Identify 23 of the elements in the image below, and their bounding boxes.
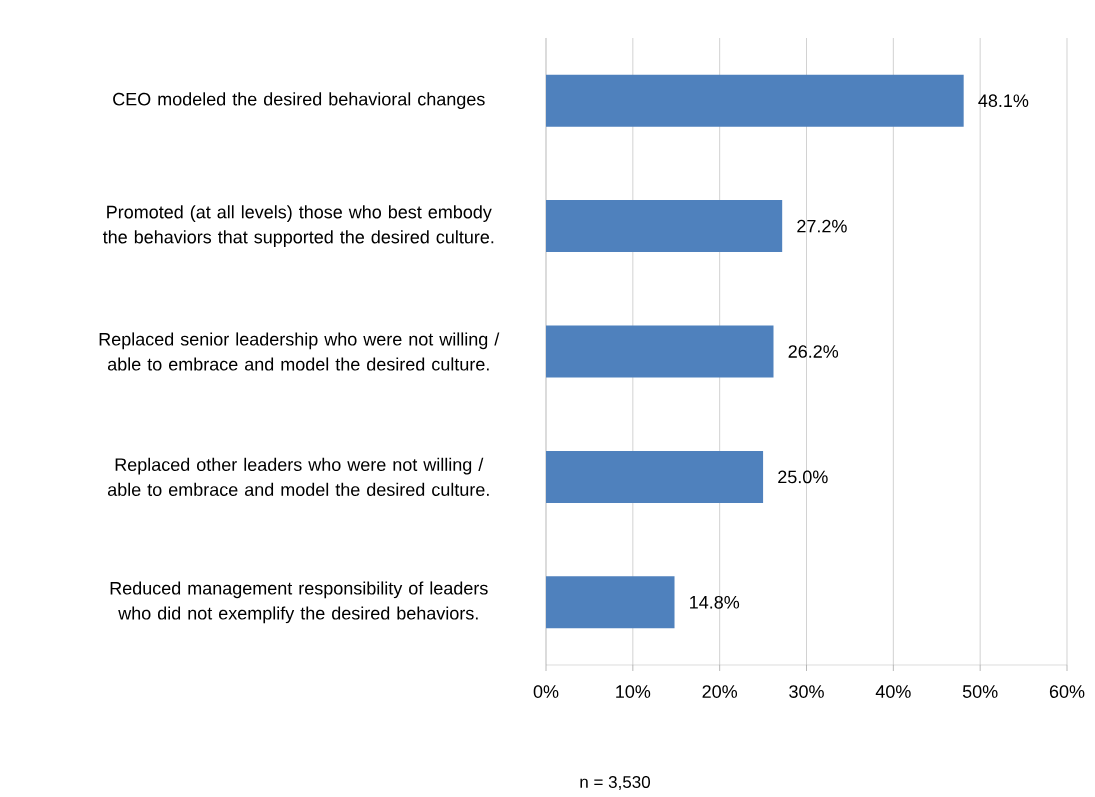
data-label: 25.0% <box>778 470 828 484</box>
data-label: 48.1% <box>978 94 1029 108</box>
data-label: 26.2% <box>788 345 839 358</box>
bar <box>546 450 764 503</box>
x-tick-label: 40% <box>875 685 911 698</box>
y-tick-label: CEO modeled the desired behavioral changes <box>113 92 485 110</box>
bar <box>546 74 964 127</box>
x-tick-label: 0% <box>533 685 559 698</box>
x-tick-label: 60% <box>1049 685 1085 698</box>
x-tick-label: 30% <box>789 685 824 698</box>
bar <box>546 200 783 253</box>
y-tick-label: Promoted (at all levels) those who best embody the behaviors that supported the desired culture. <box>102 205 494 247</box>
text: n = 3,530 <box>580 775 651 790</box>
y-tick-label: Replaced senior leadership who were not willing / able to embrace and model the desired culture. <box>99 332 500 371</box>
y-tick-label: Replaced other leaders who were not willing / able to embrace and model the desired culture. <box>107 457 489 496</box>
x-tick-label: 50% <box>962 685 998 698</box>
data-label: 14.8% <box>690 595 740 609</box>
bar <box>546 576 675 629</box>
bar <box>546 325 774 378</box>
x-tick-label: 10% <box>616 685 651 698</box>
x-tick-label: 20% <box>702 685 738 698</box>
y-tick-label: Reduced management responsibility of leaders who did not exemplify the desired behaviors. <box>110 581 488 624</box>
data-label: 27.2% <box>797 219 847 233</box>
